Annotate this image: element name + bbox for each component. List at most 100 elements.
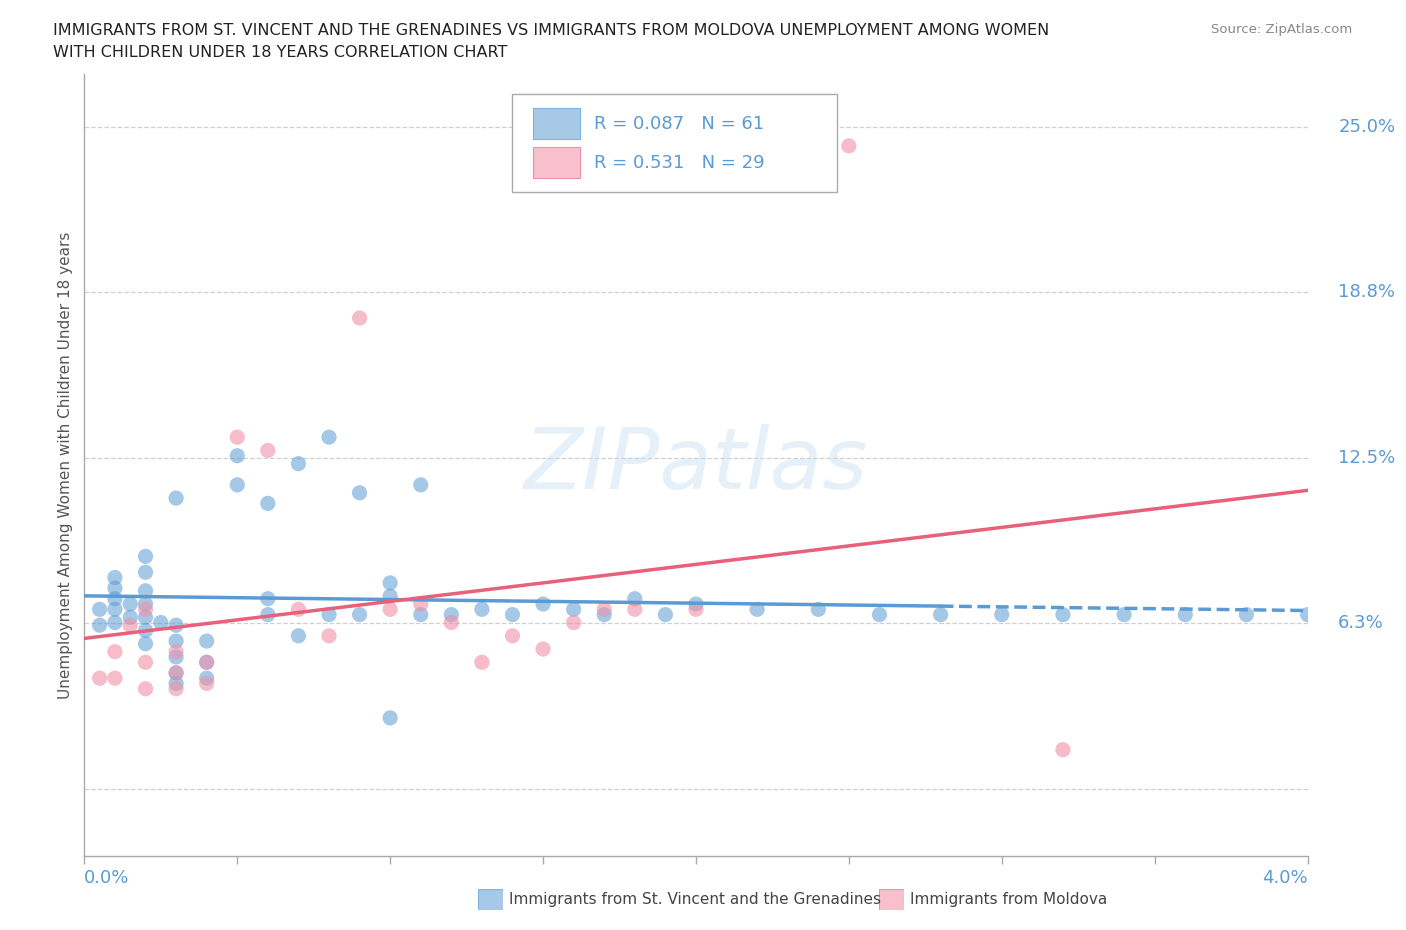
Point (1052, 607, 1074, 622)
Point (165, 618, 187, 632)
Point (929, 607, 952, 622)
Point (257, 496, 280, 511)
Point (287, 629, 309, 644)
Point (409, 477, 432, 492)
Point (593, 602, 616, 617)
Point (869, 607, 891, 622)
Point (287, 457, 309, 472)
Point (195, 676, 218, 691)
FancyBboxPatch shape (533, 147, 579, 179)
Point (135, 610, 157, 625)
Point (120, 596, 142, 611)
Point (226, 477, 249, 492)
Point (838, 139, 860, 153)
Point (135, 549, 157, 564)
Point (409, 596, 432, 611)
Point (257, 607, 280, 622)
Point (135, 602, 157, 617)
Point (195, 633, 218, 648)
Point (89, 618, 111, 632)
Point (593, 607, 616, 622)
Point (380, 576, 402, 591)
Point (685, 596, 707, 611)
Point (562, 602, 585, 617)
Point (380, 589, 402, 604)
Text: 4.0%: 4.0% (1263, 869, 1308, 887)
Point (991, 607, 1014, 622)
Point (120, 610, 142, 625)
Text: R = 0.087   N = 61: R = 0.087 N = 61 (595, 114, 765, 133)
Point (165, 649, 187, 664)
Point (471, 655, 494, 670)
Point (195, 655, 218, 670)
Text: Immigrants from St. Vincent and the Grenadines: Immigrants from St. Vincent and the Gren… (509, 892, 882, 907)
Text: 6.3%: 6.3% (1339, 614, 1384, 631)
Text: Immigrants from Moldova: Immigrants from Moldova (910, 892, 1107, 907)
Point (1114, 607, 1136, 622)
FancyBboxPatch shape (533, 108, 579, 140)
Point (1052, 742, 1074, 757)
Point (135, 583, 157, 598)
Point (531, 642, 554, 657)
Point (440, 607, 463, 622)
Point (502, 629, 524, 644)
Point (165, 676, 187, 691)
Point (349, 485, 371, 500)
Point (89, 602, 111, 617)
Point (287, 602, 309, 617)
FancyBboxPatch shape (513, 94, 837, 192)
Point (120, 618, 142, 632)
Point (104, 591, 127, 606)
Text: 18.8%: 18.8% (1339, 283, 1395, 300)
Point (318, 430, 340, 445)
Point (318, 629, 340, 644)
Text: ZIPatlas: ZIPatlas (524, 423, 868, 507)
Text: 12.5%: 12.5% (1339, 449, 1395, 468)
Point (135, 596, 157, 611)
Point (624, 591, 647, 606)
Point (89, 671, 111, 685)
Point (1236, 607, 1258, 622)
Point (195, 671, 218, 685)
Point (165, 682, 187, 697)
Text: Source: ZipAtlas.com: Source: ZipAtlas.com (1212, 23, 1353, 36)
Point (104, 671, 127, 685)
Point (257, 591, 280, 606)
Point (104, 570, 127, 585)
Point (1174, 607, 1197, 622)
Text: IMMIGRANTS FROM ST. VINCENT AND THE GRENADINES VS IMMIGRANTS FROM MOLDOVA UNEMPL: IMMIGRANTS FROM ST. VINCENT AND THE GREN… (53, 23, 1050, 38)
Point (226, 448, 249, 463)
Point (685, 602, 707, 617)
Y-axis label: Unemployment Among Women with Children Under 18 years: Unemployment Among Women with Children U… (58, 232, 73, 698)
Point (195, 655, 218, 670)
Point (165, 666, 187, 681)
Point (104, 580, 127, 595)
Point (349, 607, 371, 622)
Point (135, 682, 157, 697)
Point (165, 666, 187, 681)
Text: 0.0%: 0.0% (84, 869, 129, 887)
Point (349, 311, 371, 325)
Point (165, 491, 187, 506)
Point (135, 655, 157, 670)
Point (257, 443, 280, 458)
Point (135, 623, 157, 638)
Point (135, 636, 157, 651)
Point (747, 602, 769, 617)
Point (165, 633, 187, 648)
Point (409, 607, 432, 622)
Point (104, 602, 127, 617)
Point (531, 596, 554, 611)
Point (380, 711, 402, 725)
Text: WITH CHILDREN UNDER 18 YEARS CORRELATION CHART: WITH CHILDREN UNDER 18 YEARS CORRELATION… (53, 45, 508, 60)
Point (135, 565, 157, 579)
Point (440, 615, 463, 630)
Point (1296, 607, 1319, 622)
Point (226, 430, 249, 445)
Point (104, 644, 127, 659)
Text: R = 0.531   N = 29: R = 0.531 N = 29 (595, 153, 765, 172)
Point (471, 602, 494, 617)
Point (654, 607, 676, 622)
Point (149, 615, 172, 630)
Point (624, 602, 647, 617)
